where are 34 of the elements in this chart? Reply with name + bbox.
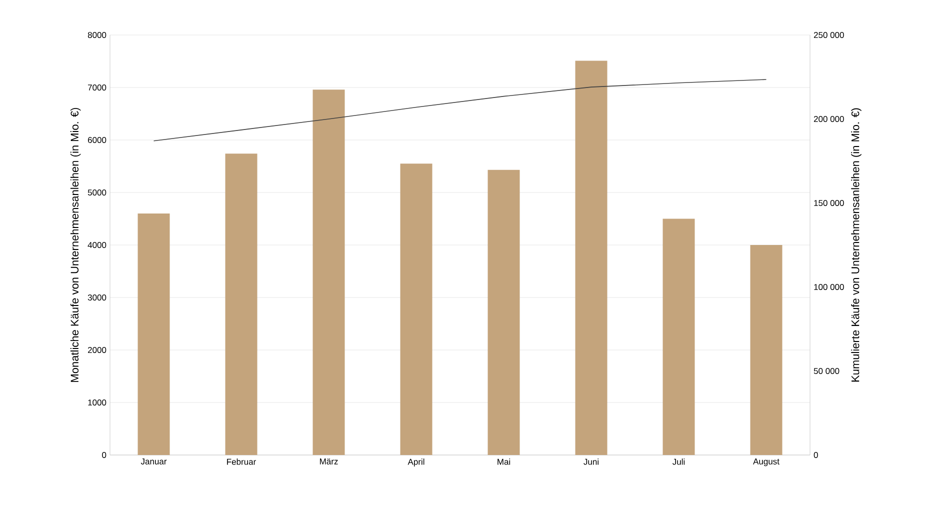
x-tick-label: Mai (498, 458, 510, 465)
x-tick-label: März (320, 458, 338, 464)
y-tick-label: 7000 (88, 84, 106, 91)
y-tick-label: 4000 (88, 242, 106, 248)
y-axis-title: Monatliche Käufe von Unternehmensanleihen (in Mio. €) (70, 108, 81, 382)
bar (488, 170, 520, 455)
y-tick-label: 1000 (88, 399, 106, 406)
y-tick-label: 5000 (88, 190, 106, 196)
y-tick-label: 8000 (88, 32, 106, 38)
y-tick-label: 3000 (88, 294, 106, 301)
y2-axis-title: Kumulierte Käufe von Unternehmensanleihen (in Mio. €) (851, 108, 862, 382)
x-tick-label: Februar (227, 458, 256, 465)
bar (138, 214, 170, 455)
x-tick-label: Januar (140, 458, 167, 464)
x-tick-label: August (753, 458, 780, 466)
bar (225, 154, 258, 455)
bar (662, 218, 695, 455)
y2-tick-label: 200 000 (814, 116, 844, 122)
y2-tick-label: 250 000 (814, 32, 844, 38)
y-tick-label: 0 (102, 452, 106, 458)
y2-tick-label: 0 (814, 452, 818, 458)
x-tick-label: Juni (584, 458, 598, 465)
x-tick-label: Juli (672, 458, 685, 465)
bar (312, 90, 345, 455)
x-tick-label: April (408, 458, 424, 466)
line-series (153, 79, 767, 142)
y2-tick-label: 100 000 (814, 284, 844, 290)
y-tick-label: 2000 (88, 346, 106, 354)
y2-tick-label: 50 000 (814, 368, 840, 374)
y2-tick-label: 150 000 (814, 200, 844, 206)
bar (400, 164, 432, 455)
bar (750, 245, 782, 455)
y-tick-label: 6000 (88, 137, 106, 144)
bar (575, 60, 608, 455)
